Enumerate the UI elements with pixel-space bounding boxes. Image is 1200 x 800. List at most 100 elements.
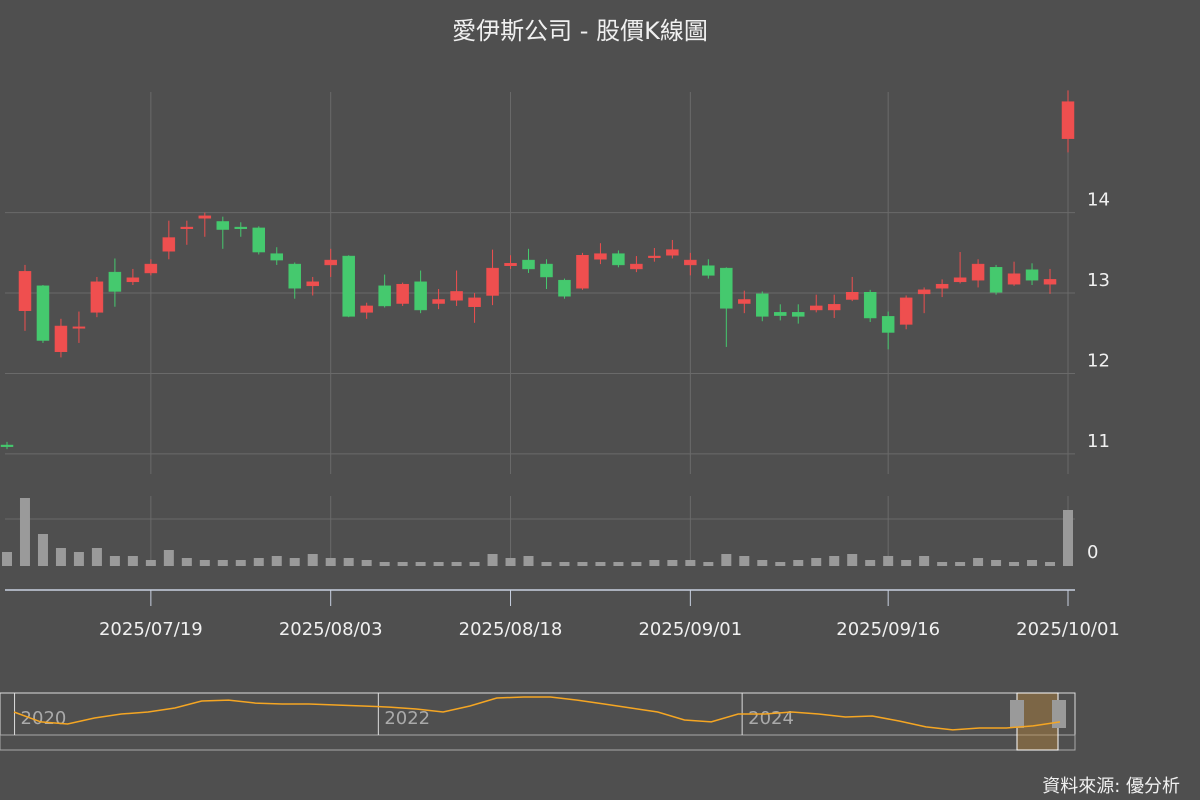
- volume-bar: [631, 562, 642, 566]
- volume-bar: [433, 562, 444, 566]
- volume-bar: [955, 562, 966, 566]
- candle-body: [792, 312, 805, 317]
- candle-body: [935, 283, 949, 289]
- x-tick-label: 2025/09/01: [638, 619, 742, 640]
- volume-bar: [37, 534, 48, 566]
- candle-body: [863, 291, 877, 319]
- candle-body: [594, 253, 607, 260]
- candle-body: [1061, 101, 1075, 139]
- volume-bar: [973, 558, 984, 566]
- candle-body: [306, 281, 319, 287]
- volume-bar: [505, 558, 516, 566]
- volume-bar: [667, 560, 678, 566]
- volume-bar: [199, 560, 210, 566]
- volume-bar: [847, 554, 858, 566]
- volume-bar: [379, 562, 390, 566]
- candle-body: [324, 259, 337, 266]
- volume-bar: [595, 562, 606, 566]
- volume-bar: [343, 558, 354, 566]
- navigator-tick-label: 2022: [384, 708, 430, 729]
- volume-bar: [523, 556, 534, 566]
- candle-body: [756, 293, 769, 317]
- candle-body: [36, 285, 50, 341]
- y-tick-label: 14: [1087, 190, 1110, 211]
- candle-body: [558, 279, 571, 297]
- volume-bar: [721, 554, 732, 566]
- candle-body: [522, 259, 535, 270]
- candle-body: [270, 253, 283, 261]
- volume-bar: [217, 560, 228, 566]
- volume-bar: [739, 556, 750, 566]
- source-note: 資料來源: 優分析: [1042, 776, 1180, 797]
- candle-body: [414, 281, 427, 311]
- volume-bar: [991, 560, 1002, 566]
- candle-body: [953, 277, 967, 283]
- candle-body: [702, 265, 715, 276]
- y-tick-label: 11: [1087, 431, 1110, 452]
- candle-body: [198, 215, 212, 219]
- volume-bar: [487, 554, 498, 566]
- navigator-handle[interactable]: [1052, 700, 1066, 728]
- volume-bar: [55, 548, 66, 566]
- y-tick-label: 13: [1087, 270, 1110, 291]
- candle-body: [450, 291, 463, 301]
- candle-body: [360, 305, 373, 313]
- volume-bar: [1045, 562, 1056, 566]
- volume-bar: [937, 562, 948, 566]
- candle-body: [899, 297, 913, 325]
- candle-body: [684, 259, 697, 266]
- candle-body: [989, 267, 1003, 293]
- x-tick-label: 2025/07/19: [99, 619, 203, 640]
- volume-bar: [1027, 560, 1038, 566]
- candle-body: [504, 263, 517, 266]
- candle-body: [720, 267, 733, 309]
- volume-bar: [703, 562, 714, 566]
- candle-body: [432, 299, 445, 304]
- volume-bar: [829, 556, 840, 566]
- candle-body: [162, 237, 176, 252]
- x-tick-label: 2025/08/03: [279, 619, 383, 640]
- candle-body: [738, 299, 751, 304]
- navigator-handle[interactable]: [1010, 700, 1024, 728]
- volume-bar: [541, 562, 552, 566]
- candle-body: [54, 325, 68, 353]
- candle-body: [396, 283, 409, 304]
- navigator-tick-label: 2024: [748, 708, 794, 729]
- volume-bar: [325, 558, 336, 566]
- candle-body: [144, 263, 158, 274]
- candle-body: [486, 267, 499, 296]
- navigator-tick-label: 2020: [21, 708, 67, 729]
- volume-bar: [649, 560, 660, 566]
- candle-body: [576, 255, 589, 289]
- volume-bar: [415, 562, 426, 566]
- candle-body: [216, 221, 230, 230]
- volume-bar: [1009, 562, 1020, 566]
- candle-body: [1043, 279, 1057, 285]
- candle-body: [468, 297, 481, 307]
- volume-bar: [865, 560, 876, 566]
- navigator-scrollbar: [0, 734, 1076, 751]
- volume-bar: [91, 548, 102, 566]
- volume-bar: [883, 556, 894, 566]
- volume-bar: [109, 556, 120, 566]
- volume-bar: [469, 562, 480, 566]
- x-tick-label: 2025/08/18: [459, 619, 563, 640]
- navigator-line: [13, 696, 1061, 731]
- candle-body: [612, 253, 625, 266]
- volume-bar: [289, 558, 300, 566]
- candle-body: [72, 326, 86, 329]
- candle-body: [378, 285, 391, 307]
- candle-body: [108, 271, 122, 292]
- volume-bar: [271, 556, 282, 566]
- volume-bar: [253, 558, 264, 566]
- volume-bar: [559, 562, 570, 566]
- volume-bar: [901, 560, 912, 566]
- candle-body: [90, 281, 104, 313]
- candle-body: [809, 305, 823, 311]
- candle-body: [126, 277, 140, 283]
- volume-bar: [163, 550, 174, 566]
- volume-bar: [1063, 510, 1073, 566]
- volume-bar: [181, 558, 192, 566]
